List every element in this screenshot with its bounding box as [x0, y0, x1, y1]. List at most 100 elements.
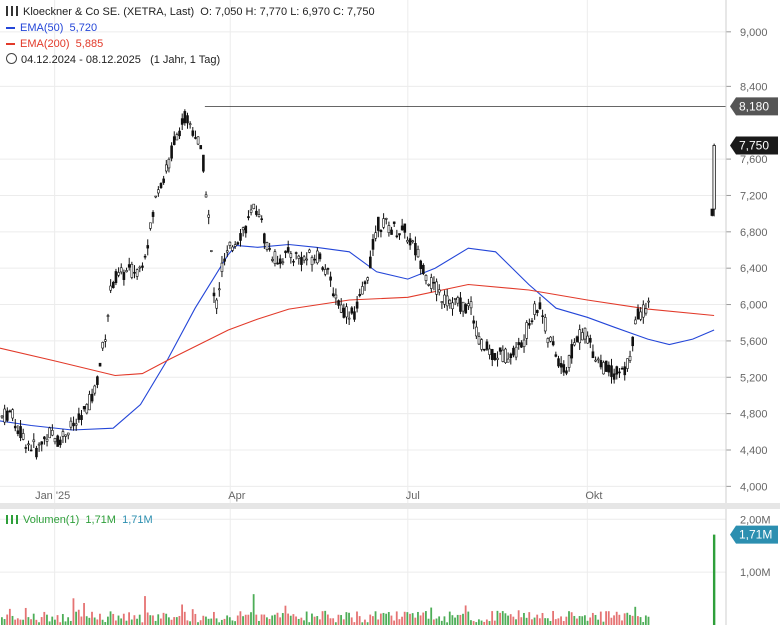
candle-body	[294, 252, 298, 254]
volume-bar	[599, 611, 602, 625]
candle-body	[202, 154, 205, 172]
candle-body	[196, 136, 200, 145]
candle-body	[220, 262, 224, 272]
candle-body	[276, 262, 279, 265]
volume-bar	[178, 615, 181, 625]
volume-tag: 1,71M	[739, 528, 772, 542]
volume-bar	[584, 615, 586, 625]
candle-body	[323, 269, 327, 275]
candle-body	[554, 354, 558, 357]
candle-body	[408, 238, 412, 246]
candle-body	[228, 241, 232, 246]
volume-bar	[591, 612, 594, 625]
volume-bar	[162, 612, 165, 625]
candle-body	[578, 329, 582, 344]
candle-body	[289, 253, 293, 258]
candle-body	[390, 229, 393, 235]
volume-bar	[621, 620, 623, 625]
candle-body	[374, 232, 377, 239]
candle-body	[247, 216, 250, 219]
volume-bar	[618, 614, 621, 625]
volume-bar	[589, 617, 592, 625]
candle-body	[127, 264, 131, 268]
candle-body	[260, 218, 264, 221]
volume-bar	[297, 618, 300, 625]
candle-body	[143, 255, 147, 258]
volume-bar	[284, 605, 287, 625]
volume-bar	[531, 619, 533, 625]
candle-body	[488, 348, 491, 355]
volume-bar	[27, 617, 30, 625]
candle-body	[626, 358, 629, 369]
candle-body	[599, 360, 603, 368]
legend-range: 04.12.2024 - 08.12.2025 (1 Jahr, 1 Tag)	[6, 52, 220, 68]
candle-body	[448, 299, 452, 304]
candle-body	[51, 430, 54, 436]
candle-body	[223, 258, 226, 262]
candle-body	[0, 415, 4, 418]
volume-bar	[576, 618, 578, 625]
candle-body	[308, 249, 311, 253]
volume-bar	[152, 615, 154, 625]
volume-bar	[470, 620, 472, 625]
ema50-line	[0, 243, 715, 431]
candle-body	[602, 362, 605, 375]
volume-bar	[11, 615, 14, 625]
last-price-tag-bg	[730, 136, 778, 155]
candle-body	[35, 447, 38, 458]
candle-body	[186, 115, 189, 124]
candle-body	[329, 276, 332, 281]
candle-body	[480, 339, 483, 350]
volume-bar	[64, 621, 67, 625]
volume-bar	[565, 616, 568, 625]
candle-body	[135, 269, 139, 277]
volume-bar	[615, 611, 618, 625]
candle-body	[13, 425, 17, 429]
candle-body	[451, 302, 454, 310]
candle-body	[225, 250, 229, 253]
last-price-tag: 7,750	[739, 138, 769, 152]
y-tick-label: 9,000	[740, 27, 768, 39]
candle-body	[48, 427, 52, 439]
y-tick-label: 4,400	[740, 445, 768, 457]
candle-body	[146, 245, 150, 249]
volume-value-2: 1,71M	[122, 514, 153, 526]
candle-body	[58, 439, 62, 446]
candle-body	[72, 422, 75, 427]
candle-body	[641, 304, 645, 318]
volume-bar	[303, 620, 305, 625]
volume-bar	[183, 611, 186, 625]
candle-body	[459, 297, 462, 312]
candle-body	[178, 130, 181, 137]
candle-body	[546, 338, 550, 344]
candle-body	[583, 327, 587, 340]
volume-bar	[454, 617, 456, 625]
candle-body	[639, 311, 642, 320]
candle-body	[535, 310, 539, 313]
candle-body	[80, 415, 83, 420]
volume-bar	[276, 612, 279, 625]
candle-body	[125, 270, 128, 273]
volume-bar	[72, 598, 75, 625]
candle-body	[69, 420, 73, 428]
candle-body	[281, 261, 285, 264]
volume-bar	[637, 616, 639, 625]
volume-bar	[83, 602, 85, 625]
volume-bar	[528, 612, 531, 625]
candle-body	[482, 348, 486, 351]
volume-bar	[223, 618, 226, 625]
volume-bar	[213, 611, 215, 625]
y-tick-label: 5,600	[740, 336, 768, 348]
volume-bar	[101, 619, 104, 625]
volume-bar	[308, 622, 311, 625]
candle-body	[236, 242, 240, 245]
candle-body	[8, 410, 12, 413]
volume-bar	[586, 620, 589, 625]
volume-bar	[379, 613, 382, 625]
candle-body	[549, 336, 552, 342]
volume-bar	[210, 618, 213, 625]
candle-body	[302, 256, 306, 261]
volume-bar	[19, 619, 22, 625]
volume-bar	[541, 612, 544, 625]
candle-body	[37, 443, 41, 446]
